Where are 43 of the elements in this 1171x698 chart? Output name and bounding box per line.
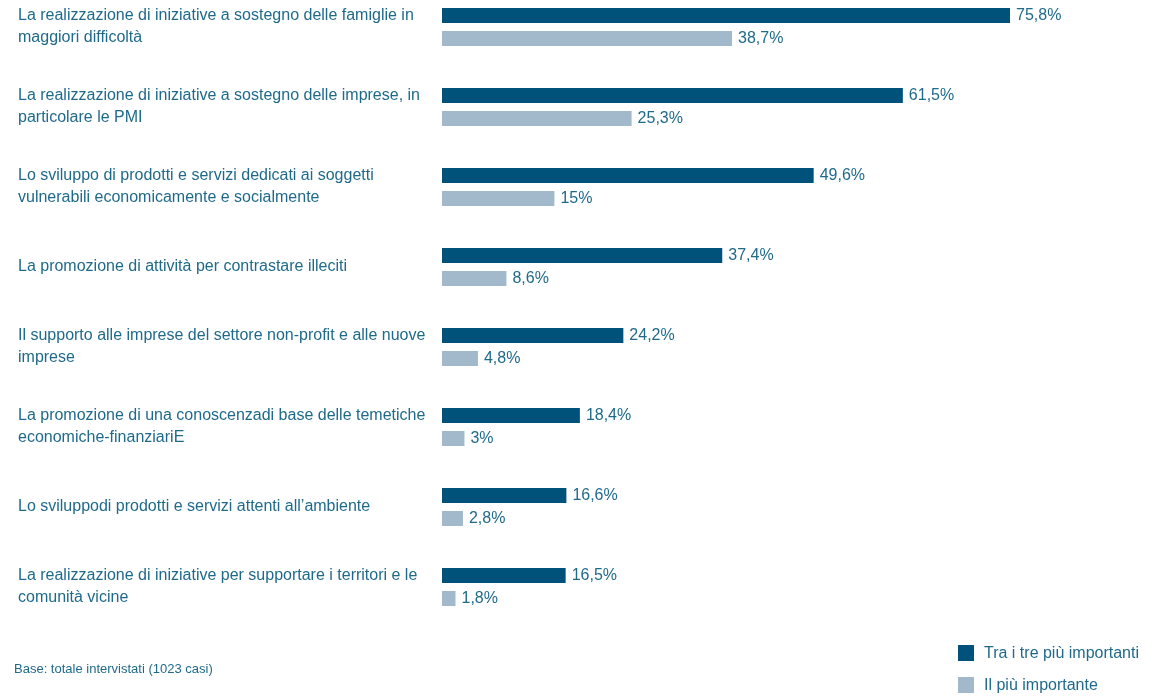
data-label: 37,4%	[728, 245, 774, 263]
bar	[442, 431, 465, 446]
data-label: 49,6%	[819, 165, 866, 183]
y-tick-label: La promozione di una conoscenzadi base delle temetiche economiche-finanziariE	[18, 406, 426, 446]
bar	[442, 488, 567, 503]
bar	[442, 88, 903, 103]
data-label: 2,8%	[468, 508, 506, 526]
legend-label: Tra i tre più importanti	[984, 644, 1140, 662]
legend-label: Il più importante	[984, 676, 1098, 694]
text: Base: totale intervistati (1023 casi)	[14, 661, 213, 677]
bar	[442, 408, 580, 423]
bar	[442, 31, 732, 46]
data-label: 4,8%	[483, 348, 521, 366]
data-label: 25,3%	[637, 108, 683, 126]
data-label: 3%	[470, 428, 494, 446]
data-label: 38,7%	[737, 28, 784, 46]
bar	[442, 168, 814, 183]
data-label: 24,2%	[629, 325, 675, 343]
y-tick-label: La realizzazione di iniziative per supportare i territori e le comunità vicine	[18, 566, 418, 606]
data-label: 1,8%	[461, 588, 498, 606]
bar	[442, 248, 723, 263]
bar	[442, 191, 555, 206]
data-label: 18,4%	[585, 405, 632, 423]
y-tick-label: La realizzazione di iniziative a sostegno delle famiglie in maggiori difficoltà	[18, 6, 414, 46]
data-label: 75,8%	[1016, 5, 1062, 23]
bar	[442, 111, 632, 126]
bar	[442, 328, 624, 343]
y-tick-label: Lo sviluppodi prodotti e servizi attenti all’ambiente	[18, 497, 371, 515]
data-label: 61,5%	[908, 85, 955, 103]
bar	[442, 568, 566, 583]
data-label: 8,6%	[512, 268, 549, 286]
bar	[442, 8, 1010, 23]
y-tick-label: Il supporto alle imprese del settore non-profit e alle nuove imprese	[18, 326, 426, 366]
y-tick-label: La realizzazione di iniziative a sostegno delle imprese, in particolare le PMI	[18, 86, 420, 126]
bar	[442, 591, 456, 606]
data-label: 16,5%	[571, 565, 618, 583]
bar	[442, 271, 507, 286]
data-label: 16,6%	[572, 485, 618, 503]
y-tick-label: La promozione di attività per contrastare illeciti	[18, 257, 348, 275]
bar	[442, 351, 478, 366]
y-tick-label: Lo sviluppo di prodotti e servizi dedicati ai soggetti vulnerabili economicamente e socialmente	[18, 166, 374, 206]
bar	[442, 511, 463, 526]
data-label: 15%	[560, 188, 593, 206]
